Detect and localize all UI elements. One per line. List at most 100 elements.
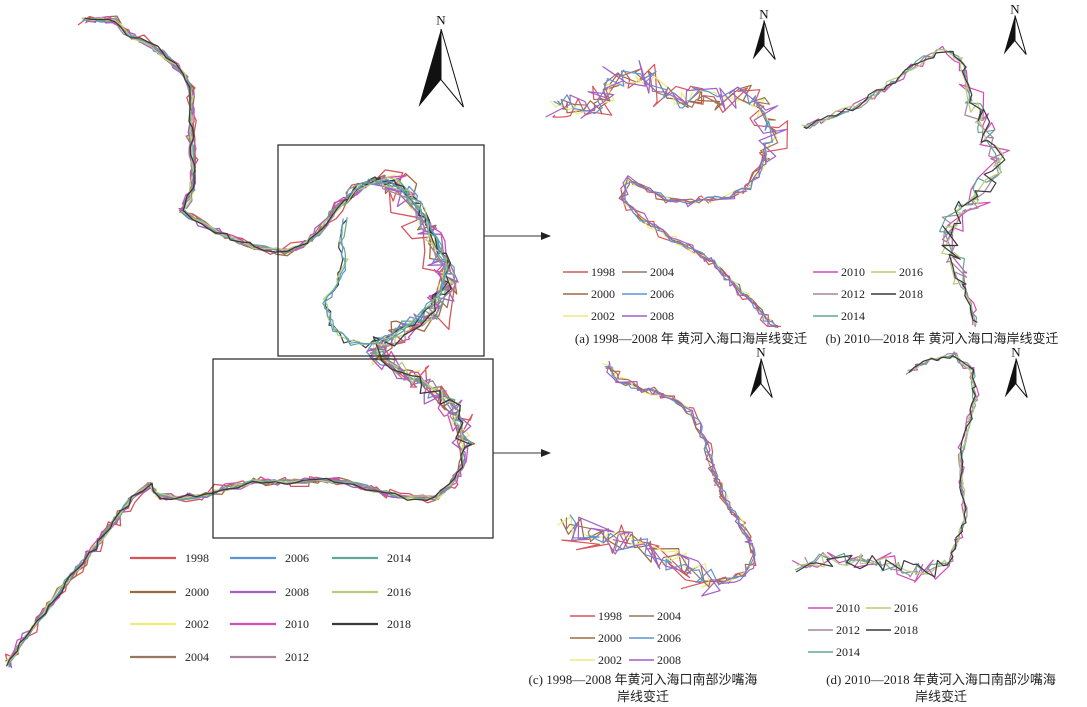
delta-lobe-2014 [322,178,449,346]
main-legend-item-2002: 2002 [130,617,209,631]
legend-d-label-2012: 2012 [836,623,860,637]
legend-d-item-2016: 2016 [866,601,918,615]
north-label-c: N [756,344,766,359]
legend-c-label-1998: 1998 [598,609,622,623]
legend-c-item-2006: 2006 [629,631,681,645]
legend-a-label-2000: 2000 [591,287,615,301]
panel-c-map [557,360,757,597]
north-arrow-left-c [749,358,761,398]
main-legend-label-2000: 2000 [185,585,209,599]
north-label-a: N [759,6,769,21]
main-legend-label-2016: 2016 [387,585,411,599]
north-arrow-left-a [752,20,764,60]
north-arrow-left-main [418,29,441,107]
main-legend-label-2004: 2004 [185,650,209,664]
legend-c-item-2004: 2004 [629,609,681,623]
zoom-box-river-mouth [277,144,485,357]
legend-d-item-2018: 2018 [866,623,918,637]
caption-panel-b: (b) 2010—2018 年 黄河入海口海岸线变迁 [799,330,1085,347]
north-arrow-right-main [440,28,464,108]
main-legend-item-2012: 2012 [230,650,309,664]
north-arrow-c: N [749,344,773,398]
panel-c-coastline-2008 [570,362,756,597]
legend-a-item-2004: 2004 [622,265,674,279]
legend-c-label-2002: 2002 [598,653,622,667]
legend-c-item-2002: 2002 [570,653,622,667]
legend-a-item-2006: 2006 [622,287,674,301]
legend-b-label-2018: 2018 [899,287,923,301]
panel-d-coastline-2012 [804,352,979,578]
legend-d-item-2010: 2010 [808,601,860,615]
north-arrow-d: N [1004,344,1028,398]
main-legend-label-2006: 2006 [285,551,309,565]
main-legend-label-2012: 2012 [285,650,309,664]
north-arrow-right-a [763,20,776,60]
legend-c-label-2000: 2000 [598,631,622,645]
legend-d-label-2014: 2014 [836,645,860,659]
main-legend-item-2000: 2000 [130,585,209,599]
legend-a-label-2004: 2004 [650,265,674,279]
legend-c-label-2004: 2004 [657,609,681,623]
legend-c-label-2006: 2006 [657,631,681,645]
legend-d-item-2012: 2012 [808,623,860,637]
legend-c-label-2008: 2008 [657,653,681,667]
legend-b-label-2010: 2010 [841,265,865,279]
panel-a-coastline-2008 [545,59,788,328]
north-arrow-a: N [752,6,776,60]
legend-d-label-2018: 2018 [894,623,918,637]
caption-c-line2: 岸线变迁 [616,689,669,704]
panel-b-coastline-2010 [804,45,1010,326]
panel-c-coastline-2004 [565,365,755,588]
main-coastline-map [4,15,476,669]
legend-b-label-2012: 2012 [841,287,865,301]
legend-a-label-2002: 2002 [591,309,615,323]
caption-a-text: (a) 1998—2008 年 黄河入海口海岸线变迁 [574,331,808,346]
north-arrow-left-b [1003,15,1015,55]
legend-b-item-2014: 2014 [813,309,865,323]
main-legend-label-1998: 1998 [185,551,209,565]
legend-a-label-2006: 2006 [650,287,674,301]
panel-b-map [801,45,1010,328]
panel-a-map [545,59,789,329]
legend-d-item-2014: 2014 [808,645,860,659]
zoom-box-south-spit [212,358,494,539]
main-legend-label-2018: 2018 [387,617,411,631]
north-arrow-b: N [1003,1,1027,55]
legend-c-item-1998: 1998 [570,609,622,623]
legend-a-label-1998: 1998 [591,265,615,279]
north-label-b: N [1010,1,1020,16]
legend-d-label-2016: 2016 [894,601,918,615]
caption-c-line1: (c) 1998—2008 年黄河入海口南部沙嘴海 [528,672,758,687]
legend-a-item-1998: 1998 [563,265,615,279]
caption-d-line2: 岸线变迁 [914,689,967,704]
caption-panel-c: (c) 1998—2008 年黄河入海口南部沙嘴海 岸线变迁 [496,671,790,705]
pointer-arrow-to-a [484,232,551,240]
panel-d-map [791,351,980,583]
legend-a-item-2008: 2008 [622,309,674,323]
north-arrow-right-c [760,358,773,398]
north-arrow-main: N [418,13,464,108]
north-label-d: N [1011,344,1021,359]
legend-a-item-2002: 2002 [563,309,615,323]
legend-a-item-2000: 2000 [563,287,615,301]
north-label-main: N [436,13,446,28]
main-legend-label-2008: 2008 [285,585,309,599]
main-legend-item-1998: 1998 [130,551,209,565]
main-legend-item-2014: 2014 [332,551,411,565]
panel-b-coastline-2018 [803,50,1006,323]
north-arrow-left-d [1004,358,1016,398]
main-legend-item-2010: 2010 [230,617,309,631]
legend-b-item-2010: 2010 [813,265,865,279]
legend-a-label-2008: 2008 [650,309,674,323]
panel-d-coastline-2016 [796,356,978,575]
panel-d-coastline-2014 [794,353,977,576]
legend-c-item-2000: 2000 [570,631,622,645]
caption-d-line1: (d) 2010—2018 年黄河入海口南部沙嘴海 [826,672,1056,687]
legend-b-item-2016: 2016 [871,265,923,279]
main-legend-item-2006: 2006 [230,551,309,565]
main-legend-item-2004: 2004 [130,650,209,664]
pointer-arrow-to-c [493,449,551,457]
main-legend-item-2018: 2018 [332,617,411,631]
legend-c-item-2008: 2008 [629,653,681,667]
